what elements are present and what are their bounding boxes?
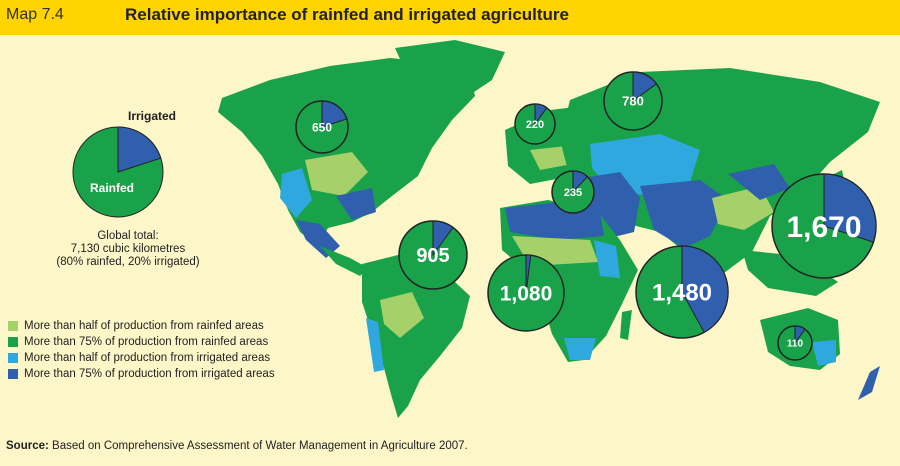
region-pie-value-label: 235 [564,187,582,199]
legend-label: More than 75% of production from irrigat… [24,367,275,380]
legend-swatch [8,336,18,347]
region-pie-irrigated-slice [681,245,729,333]
map-title: Relative importance of rainfed and irrig… [125,5,569,24]
region-pie-irrigated-slice [572,170,589,194]
legend-label: More than half of production from irriga… [24,351,271,364]
world-map-svg: Rainfed 650 220 780 235 905 1,080 1,480 1,670 11… [72,40,880,418]
key-pie-irrigated-slice [117,126,162,173]
global-total-note: Global total: 7,130 cubic kilometres (80… [18,230,238,269]
region-pie-value-label: 1,480 [652,280,712,307]
legend-label: More than 75% of production from rainfed… [24,335,269,348]
legend-item: More than half of production from rainfe… [8,318,348,333]
europe-rainfed-patch [530,146,572,170]
region-pie-value-label: 650 [312,120,332,134]
legend-swatch [8,352,18,363]
source-note: Source: Based on Comprehensive Assessmen… [6,440,468,452]
east-asia-irrigated [728,164,790,200]
us-midwest-rainfed [305,152,368,196]
madagascar [620,310,632,340]
greenland [395,40,505,100]
region-pie-value-label: 1,670 [786,211,861,244]
world-map: Rainfed 650 220 780 235 905 1,080 1,480 1,670 11… [0,35,900,431]
key-irrigated-label: Irrigated [128,109,177,123]
us-west-irrigated [280,168,312,218]
new-zealand [858,366,880,400]
north-america-landmass [218,58,475,246]
title-bar: Map 7.4 Relative importance of rainfed a… [0,0,900,35]
us-southeast-irrigated [336,188,376,220]
legend-swatch [8,368,18,379]
east-africa-irrigated [594,240,620,278]
central-america [320,246,368,276]
legend: More than half of production from rainfe… [8,318,348,382]
global-total-line1: Global total: [97,230,159,242]
region-pie-irrigated-slice [321,100,348,128]
andes-irrigated [366,318,384,372]
southern-africa-irrigated [564,338,596,360]
region-pie-irrigated-slice [794,325,806,345]
map-number: Map 7.4 [6,6,64,23]
global-total-line2: 7,130 cubic kilometres [70,243,186,255]
region-pie-value-label: 905 [416,245,449,267]
legend-label: More than half of production from rainfe… [24,319,264,332]
regional-pies: 650 220 780 235 905 1,080 1,480 1,670 110 [295,71,877,361]
south-america-rainfed-patch [380,292,424,338]
region-pie-irrigated-slice [534,103,548,126]
region-pie-value-label: 220 [526,119,544,131]
legend-item: More than 75% of production from rainfed… [8,334,348,349]
key-rainfed-label: Rainfed [90,181,134,195]
region-pie-value-label: 780 [622,94,644,109]
south-america-landmass [362,254,470,418]
south-asia-irrigated [640,180,728,248]
region-pie-irrigated-slice [823,173,877,243]
region-pie-value-label: 1,080 [500,283,553,306]
source-text: Based on Comprehensive Assessment of Wat… [48,440,468,452]
region-pie-irrigated-slice [432,220,454,257]
global-total-line3: (80% rainfed, 20% irrigated) [56,256,200,268]
source-prefix: Source: [6,440,49,452]
legend-item: More than 75% of production from irrigat… [8,366,348,381]
legend-swatch [8,320,18,331]
key-pie-chart: Rainfed [72,126,164,218]
mexico [296,220,340,258]
legend-item: More than half of production from irriga… [8,350,348,365]
region-pie-irrigated-slice [525,254,532,294]
australia-irrigated [812,340,836,366]
region-pie-value-label: 110 [787,339,804,350]
southeast-asia [742,250,838,296]
region-pie-irrigated-slice [632,71,658,102]
